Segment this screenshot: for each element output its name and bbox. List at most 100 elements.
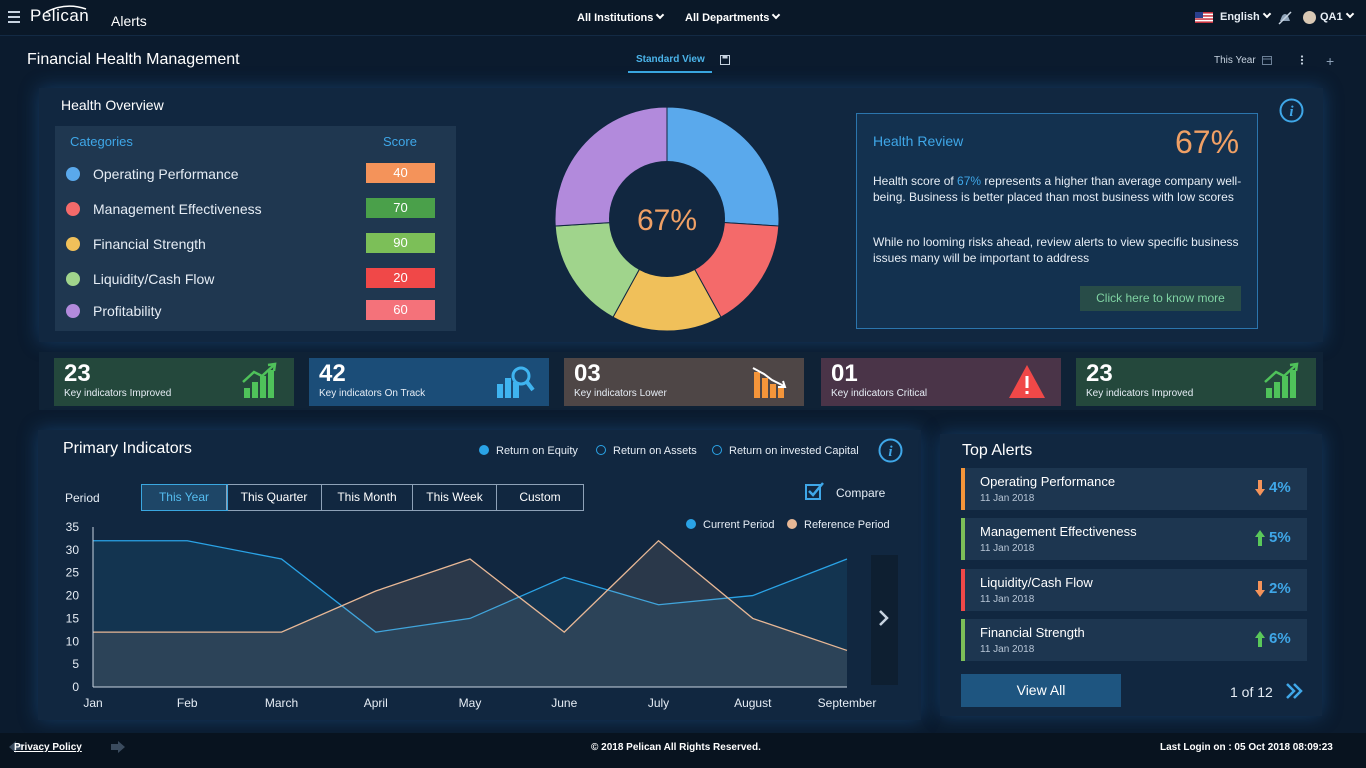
categories-table	[55, 126, 456, 331]
know-more-button[interactable]: Click here to know more	[1080, 286, 1241, 311]
page-title: Financial Health Management	[27, 51, 240, 68]
tab-this-year[interactable]: This Year	[141, 484, 228, 511]
period-label: Period	[65, 491, 100, 505]
legend-label: Return on Assets	[613, 445, 697, 457]
arrow-up-icon	[1255, 631, 1265, 647]
category-score: 40	[366, 163, 435, 183]
info-icon[interactable]: i	[878, 438, 903, 463]
info-icon[interactable]: i	[1279, 98, 1304, 123]
institutions-dropdown[interactable]: All Institutions	[577, 10, 665, 24]
x-tick-label: May	[459, 696, 482, 710]
category-score: 20	[366, 268, 435, 288]
legend-label: Current Period	[703, 519, 775, 531]
departments-dropdown[interactable]: All Departments	[685, 10, 781, 24]
x-tick-label: September	[818, 696, 877, 710]
y-tick-label: 0	[72, 680, 79, 694]
x-tick-label: Jan	[83, 696, 102, 710]
health-donut-chart: 67%	[554, 106, 780, 332]
bar-chart-down-icon	[752, 367, 787, 398]
notifications-muted-icon[interactable]	[1277, 10, 1293, 26]
category-dot	[66, 272, 80, 286]
alert-item[interactable]: Management Effectiveness 11 Jan 2018 5%	[961, 518, 1307, 560]
logo-swoosh-icon	[45, 5, 87, 13]
score-header: Score	[383, 134, 417, 149]
alert-name: Operating Performance	[980, 474, 1116, 489]
category-dot	[66, 237, 80, 251]
logo[interactable]: Pelican	[30, 6, 90, 25]
kpi-card[interactable]: 42 Key indicators On Track	[309, 358, 549, 406]
alert-item[interactable]: Operating Performance 11 Jan 2018 4%	[961, 468, 1307, 510]
x-tick-label: July	[648, 696, 669, 710]
kpi-card[interactable]: 23 Key indicators Improved	[54, 358, 294, 406]
legend-return-on-assets[interactable]: Return on Assets	[596, 444, 697, 457]
departments-label: All Departments	[685, 12, 770, 24]
category-label: Profitability	[93, 303, 162, 319]
back-arrow-icon[interactable]	[8, 740, 24, 754]
bar-chart-up-icon	[1264, 362, 1299, 398]
category-label: Management Effectiveness	[93, 201, 262, 217]
alert-date: 11 Jan 2018	[980, 644, 1035, 655]
legend-return-on-equity[interactable]: Return on Equity	[479, 444, 578, 457]
alert-change: 6%	[1269, 630, 1291, 647]
more-options-icon[interactable]	[1300, 55, 1304, 65]
tab-this-quarter[interactable]: This Quarter	[227, 485, 322, 510]
active-tab-underline	[628, 71, 712, 73]
y-tick-label: 35	[66, 520, 80, 534]
period-selector[interactable]: This Year	[1214, 55, 1256, 66]
alert-item[interactable]: Liquidity/Cash Flow 11 Jan 2018 2%	[961, 569, 1307, 611]
alert-name: Financial Strength	[980, 625, 1085, 640]
x-tick-label: Feb	[177, 696, 198, 710]
category-score: 70	[366, 198, 435, 218]
chevron-down-icon	[656, 10, 665, 20]
add-icon[interactable]: +	[1326, 53, 1335, 69]
x-tick-label: August	[734, 696, 772, 710]
double-chevron-right-icon[interactable]	[1284, 682, 1304, 700]
privacy-policy-link[interactable]: Privacy Policy	[14, 742, 82, 753]
tab-this-week[interactable]: This Week	[413, 485, 497, 510]
health-overview-title: Health Overview	[61, 97, 164, 113]
legend-reference-period: Reference Period	[787, 518, 890, 531]
y-tick-label: 5	[72, 657, 79, 671]
legend-return-on-invested-capital[interactable]: Return on invested Capital	[712, 444, 859, 457]
nav-alerts[interactable]: Alerts	[111, 13, 147, 29]
legend-dot	[787, 519, 797, 529]
kpi-label: Key indicators Lower	[574, 388, 667, 399]
series-line	[93, 540, 848, 633]
user-menu[interactable]: QA1	[1320, 9, 1354, 23]
y-tick-label: 25	[66, 566, 80, 580]
compare-label[interactable]: Compare	[836, 486, 886, 500]
kpi-card[interactable]: 03 Key indicators Lower	[564, 358, 804, 406]
chart-magnifier-icon	[497, 366, 535, 398]
kpi-card[interactable]: 23 Key indicators Improved	[1076, 358, 1316, 406]
chart-next-button[interactable]	[871, 555, 898, 685]
category-dot	[66, 304, 80, 318]
kpi-value: 23	[64, 360, 91, 387]
view-all-button[interactable]: View All	[961, 674, 1121, 707]
tab-custom[interactable]: Custom	[519, 490, 561, 504]
avatar[interactable]	[1303, 11, 1316, 24]
kpi-card[interactable]: 01 Key indicators Critical	[821, 358, 1061, 406]
calendar-icon[interactable]	[1262, 55, 1272, 65]
warning-icon	[1009, 365, 1045, 398]
alert-change: 2%	[1269, 580, 1291, 597]
category-dot	[66, 202, 80, 216]
tab-this-month[interactable]: This Month	[322, 485, 413, 510]
top-alerts-title: Top Alerts	[962, 442, 1033, 459]
user-label: QA1	[1320, 11, 1343, 23]
alert-severity-bar	[961, 518, 965, 560]
arrow-down-icon	[1255, 581, 1265, 597]
svg-text:i: i	[1289, 104, 1294, 120]
health-review-advice: While no looming risks ahead, review ale…	[873, 235, 1239, 265]
forward-arrow-icon[interactable]	[110, 740, 126, 754]
categories-header: Categories	[70, 134, 133, 149]
compare-checkbox-icon[interactable]	[805, 481, 825, 501]
save-icon[interactable]	[720, 55, 730, 65]
arrow-down-icon	[1255, 480, 1265, 496]
standard-view-tab[interactable]: Standard View	[636, 54, 705, 65]
legend-dot-empty	[712, 445, 722, 455]
alert-item[interactable]: Financial Strength 11 Jan 2018 6%	[961, 619, 1307, 661]
x-tick-label: June	[551, 696, 577, 710]
chevron-right-icon	[879, 610, 889, 626]
hamburger-menu-icon[interactable]	[8, 11, 20, 23]
language-dropdown[interactable]: English	[1220, 9, 1271, 23]
